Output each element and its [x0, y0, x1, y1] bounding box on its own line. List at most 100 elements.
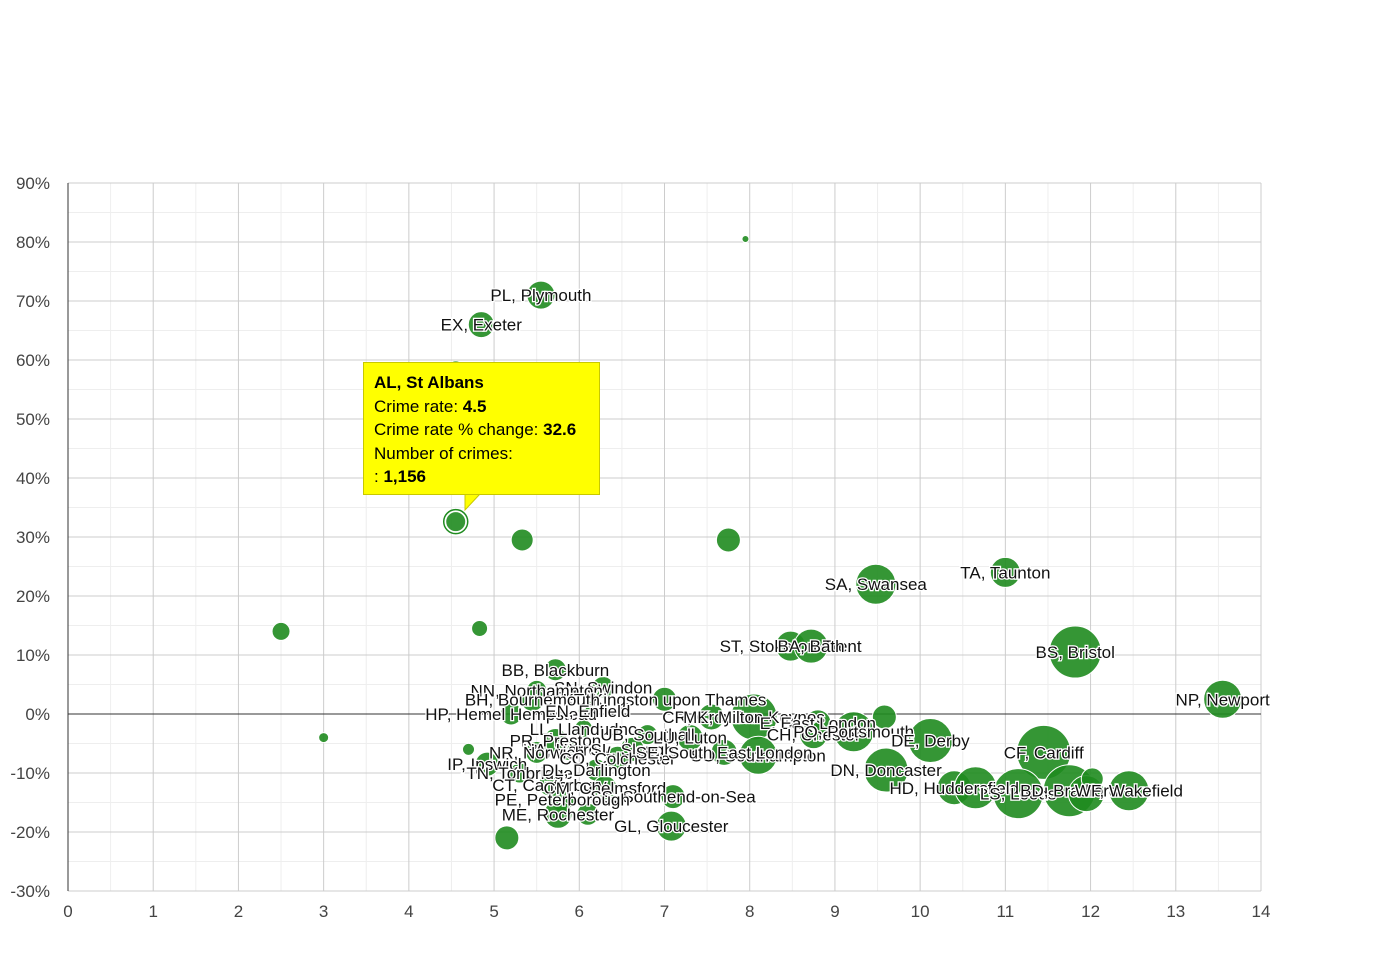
bubble-point[interactable]: [494, 825, 520, 851]
y-tick-label: 60%: [16, 351, 50, 370]
bubble-point[interactable]: [519, 686, 545, 712]
bubble-point[interactable]: [605, 745, 631, 771]
bubble-point[interactable]: [543, 799, 573, 829]
bubble-point[interactable]: [525, 740, 549, 764]
bubble-point[interactable]: [474, 751, 500, 777]
bubble-label: PO, Portsmouth: [793, 723, 914, 742]
x-tick-label: 6: [575, 902, 584, 921]
bubble-point[interactable]: [499, 702, 523, 726]
bubble-label: WF, Wakefield: [1075, 782, 1183, 801]
bubble-point[interactable]: [445, 511, 467, 533]
bubble-label: LS, Leeds: [980, 785, 1057, 804]
bubble-point[interactable]: [715, 527, 741, 553]
bubble-point[interactable]: [467, 311, 495, 339]
bubble-point[interactable]: [697, 703, 725, 731]
bubble-label: TA, Taunton: [960, 563, 1050, 582]
bubble-label: NR, Norwich: [489, 743, 584, 762]
y-tick-label: 90%: [16, 174, 50, 193]
bubble-point[interactable]: [793, 628, 829, 664]
bubble-highlight-ring: [442, 508, 469, 535]
bubble-label: CH, Chester: [767, 726, 861, 745]
bubble-point[interactable]: [660, 784, 686, 810]
bubble-label: CF, Cardiff: [1004, 743, 1084, 762]
bubble-point[interactable]: [871, 704, 897, 730]
bubble-point[interactable]: [592, 775, 618, 801]
bubble-point[interactable]: [655, 810, 687, 842]
bubble-label: HP, Hemel Hempstead: [425, 705, 597, 724]
bubble-point[interactable]: [833, 711, 875, 753]
bubble-point[interactable]: [574, 719, 594, 739]
bubble-label: LL, Llandudno: [530, 720, 638, 739]
bubble-point[interactable]: [318, 732, 330, 744]
x-tick-label: 0: [63, 902, 72, 921]
bubble-label: MK, Milton Keynes: [683, 708, 825, 727]
bubble-label: HD, Huddersfield: [890, 779, 1019, 798]
bubble-label: LU, Luton: [653, 729, 727, 748]
x-tick-label: 4: [404, 902, 413, 921]
bubble-label: UB, Southall: [600, 726, 695, 745]
bubble-label: CM, Chelmsford: [543, 779, 666, 798]
bubble-label: CO, Colchester: [560, 749, 677, 768]
tooltip-rate: Crime rate: 4.5: [374, 396, 487, 416]
bubble-point[interactable]: [510, 528, 534, 552]
y-axis-ticks: -30% -20% -10% 0% 10% 20% 30% 40% 50% 60% 70% 80% 90…: [10, 174, 50, 901]
bubble-label: ME, Rochester: [502, 805, 615, 824]
bubble-label: CR, Croydon: [662, 708, 760, 727]
tooltip-count-label: Number of crimes:: [374, 443, 513, 463]
bubble-label: DE, Derby: [891, 732, 970, 751]
bubble-label: SO, Southampton: [691, 746, 826, 765]
bubble-label: SA, Swansea: [825, 575, 928, 594]
tooltip: AL, St Albans Crime rate: 4.5 Crime rate…: [363, 362, 600, 495]
y-tick-label: 80%: [16, 233, 50, 252]
bubble-point[interactable]: [509, 762, 531, 784]
bubble-label: BB, Blackburn: [502, 661, 610, 680]
bubble-point[interactable]: [741, 235, 750, 244]
bubble-point[interactable]: [676, 724, 704, 752]
bubble-point[interactable]: [738, 735, 778, 775]
bubble-label: DN, Doncaster: [830, 761, 942, 780]
bubble-point[interactable]: [863, 747, 909, 793]
bubble-point[interactable]: [1108, 770, 1150, 812]
bubble-point[interactable]: [576, 802, 600, 826]
x-tick-label: 11: [997, 902, 1015, 921]
bubble-label: BA, Bath: [778, 637, 845, 656]
bubble-point[interactable]: [989, 556, 1021, 588]
x-tick-label: 8: [745, 902, 754, 921]
bubble-point[interactable]: [1016, 724, 1072, 780]
bubble-point[interactable]: [1048, 625, 1102, 679]
bubble-label: PL, Plymouth: [490, 286, 591, 305]
bubble-point[interactable]: [543, 658, 567, 682]
y-tick-label: 0%: [25, 705, 50, 724]
bubble-point[interactable]: [591, 675, 615, 699]
bubble-point[interactable]: [855, 563, 897, 605]
bubble-labels: PL, Plymouth EX, Exeter SA, Swansea TA, Tau…: [424, 285, 1271, 837]
bubble-label: SN, Swindon: [554, 678, 652, 697]
bubble-label: ST, Stoke-on-Trent: [720, 637, 862, 656]
bubble-label: SL, Slough: [591, 740, 674, 759]
bubble-label: IP, Ipswich: [447, 755, 527, 774]
y-tick-label: 70%: [16, 292, 50, 311]
y-tick-label: 10%: [16, 646, 50, 665]
bubble-point[interactable]: [1203, 679, 1243, 719]
bubble-point[interactable]: [652, 686, 677, 712]
x-tick-label: 9: [830, 902, 839, 921]
bubble-point[interactable]: [710, 738, 738, 766]
bubble-label: DL, Darlington: [542, 761, 651, 780]
bubble-label: TN, Tonbridge: [466, 764, 572, 783]
y-tick-label: 20%: [16, 587, 50, 606]
tooltip-change: Crime rate % change: 32.6: [374, 420, 577, 439]
bubble-label: GL, Gloucester: [614, 817, 729, 836]
x-tick-label: 1: [148, 902, 157, 921]
bubble-point[interactable]: [471, 619, 489, 637]
bubble-point[interactable]: [636, 724, 658, 746]
bubble-label: NN, Northampton: [471, 681, 603, 700]
bubble-point[interactable]: [1080, 767, 1104, 791]
bubble-point[interactable]: [907, 718, 953, 764]
bubble-point[interactable]: [462, 742, 476, 756]
bubble-label: HA, Harrow: [523, 740, 612, 759]
bubble-point[interactable]: [526, 280, 556, 310]
bubble-point[interactable]: [555, 737, 579, 761]
bubble-point[interactable]: [799, 720, 829, 750]
bubble-point[interactable]: [271, 621, 291, 641]
